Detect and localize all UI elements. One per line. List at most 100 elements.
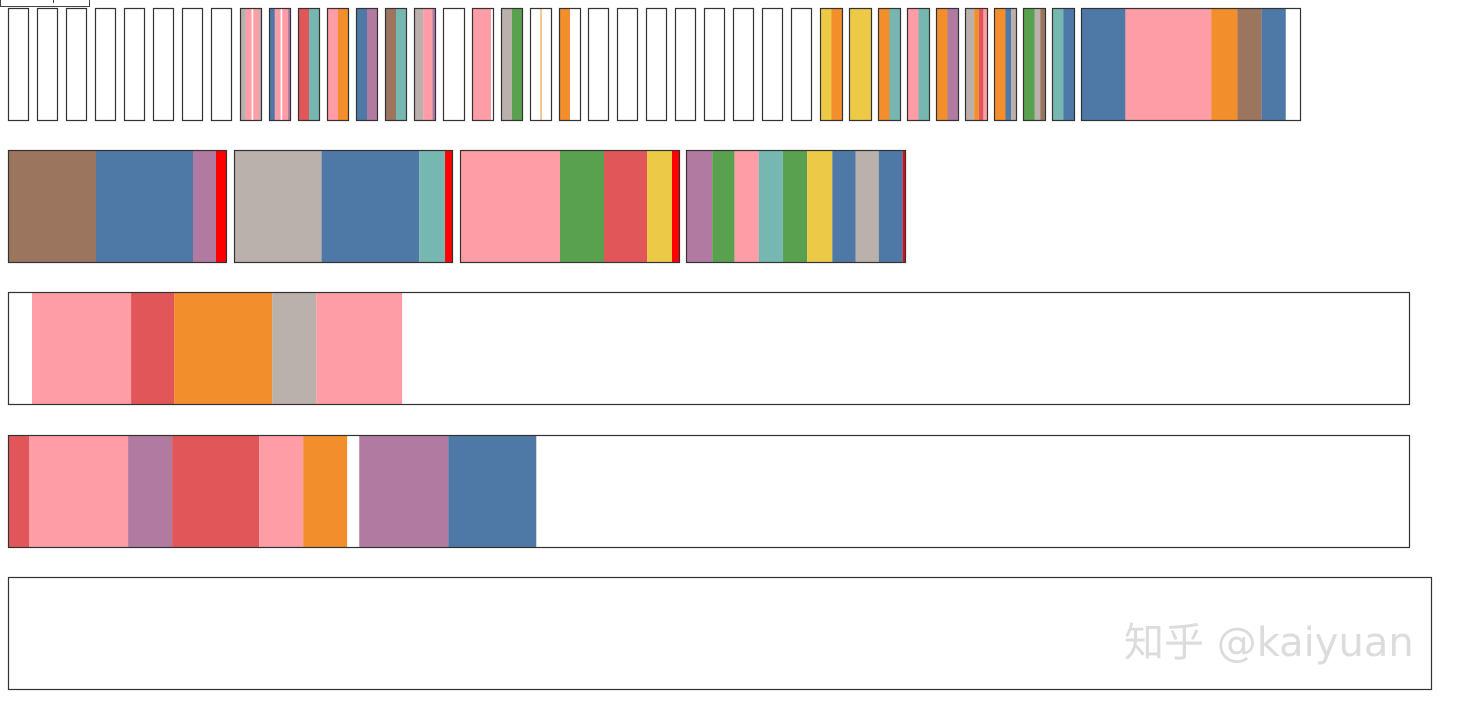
segment	[8, 8, 29, 121]
segment	[512, 8, 523, 121]
box-border	[1080, 7, 1302, 122]
segment	[385, 8, 396, 121]
segment	[253, 8, 260, 121]
box-border	[7, 576, 1433, 691]
segment	[541, 8, 552, 121]
box-border	[703, 7, 726, 122]
segment	[234, 150, 322, 263]
box-border	[268, 7, 292, 122]
box-border	[645, 7, 668, 122]
box-border	[65, 7, 88, 122]
segment	[245, 8, 252, 121]
segment	[96, 150, 193, 263]
segment	[216, 150, 227, 263]
segment	[172, 435, 260, 548]
row-4	[7, 434, 1411, 549]
box-border	[529, 7, 553, 122]
box-border	[459, 149, 681, 264]
segment	[8, 435, 30, 548]
box-border	[674, 7, 697, 122]
segment	[936, 8, 948, 121]
box-border	[7, 149, 228, 264]
segment	[174, 292, 273, 405]
segment	[402, 292, 1410, 405]
segment	[327, 8, 338, 121]
segment	[855, 150, 879, 263]
box-border	[36, 7, 59, 122]
box-border	[587, 7, 610, 122]
row-2	[7, 149, 907, 264]
box-border	[297, 7, 321, 122]
segment	[762, 8, 783, 121]
segment	[646, 8, 667, 121]
segment	[1125, 8, 1212, 121]
segment	[791, 8, 812, 121]
segment	[251, 8, 254, 121]
segment	[272, 292, 317, 405]
segment	[1011, 8, 1017, 121]
segment	[443, 8, 465, 121]
segment	[501, 8, 512, 121]
segment	[347, 435, 360, 548]
segment	[414, 8, 424, 121]
box-border	[732, 7, 755, 122]
watermark-text: 知乎 @kaiyuan	[1124, 620, 1414, 666]
segment	[712, 150, 735, 263]
box-border	[7, 7, 30, 122]
segment	[269, 8, 275, 121]
segment	[686, 150, 713, 263]
segment	[820, 8, 832, 121]
box-border	[326, 7, 350, 122]
segment	[309, 8, 320, 121]
segment	[782, 150, 808, 263]
box-border	[500, 7, 524, 122]
row-1	[7, 7, 1302, 122]
box-border	[935, 7, 960, 122]
segment	[675, 8, 696, 121]
segment	[570, 8, 581, 121]
box-border	[819, 7, 844, 122]
segment	[259, 8, 262, 121]
segment	[1023, 8, 1035, 121]
segment	[280, 8, 283, 121]
box-border	[181, 7, 204, 122]
segment	[588, 8, 609, 121]
box-border	[152, 7, 175, 122]
segment	[8, 150, 51, 263]
segment	[734, 150, 759, 263]
segment	[282, 8, 289, 121]
segment	[647, 150, 672, 263]
segment	[965, 8, 975, 121]
segment	[356, 8, 367, 121]
segment	[432, 8, 436, 121]
segment	[8, 577, 1432, 690]
box-border	[877, 7, 902, 122]
corner-tick	[53, 0, 60, 3]
segment	[831, 8, 843, 121]
box-border	[1022, 7, 1047, 122]
box-border	[906, 7, 931, 122]
segment	[878, 8, 890, 121]
box-border	[413, 7, 437, 122]
segment	[66, 8, 87, 121]
segment	[472, 8, 492, 121]
segment	[1034, 8, 1041, 121]
segment	[540, 8, 542, 121]
box-border	[616, 7, 639, 122]
box-border	[993, 7, 1018, 122]
segment	[1285, 8, 1301, 121]
segment	[396, 8, 407, 121]
box-border	[239, 7, 263, 122]
segment	[259, 435, 304, 548]
segment	[1063, 8, 1075, 121]
segment	[974, 8, 979, 121]
segment	[460, 150, 560, 263]
segment	[536, 435, 1410, 548]
segment	[124, 8, 145, 121]
segment	[491, 8, 494, 121]
segment	[153, 8, 174, 121]
box-border	[384, 7, 408, 122]
segment	[288, 8, 291, 121]
